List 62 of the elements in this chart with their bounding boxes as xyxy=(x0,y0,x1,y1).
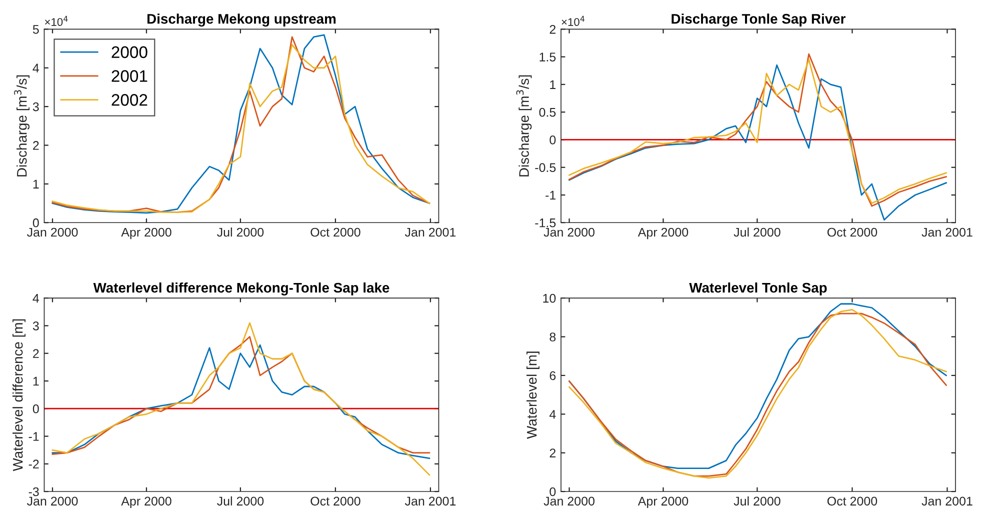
y-tick-label: 0.5 xyxy=(539,108,556,117)
x-tick-label: Jan 2000 xyxy=(544,496,594,506)
y-tick-label: -1 xyxy=(28,432,39,441)
chart-title: Discharge Tonle Sap River xyxy=(672,14,846,27)
x-tick-label: Jan 2001 xyxy=(922,496,972,506)
x-tick-label: Jan 2000 xyxy=(544,228,594,237)
y-tick-label: 6 xyxy=(550,371,556,380)
y-tick-label: -1 xyxy=(546,190,556,200)
x-tick-label: Jul 2000 xyxy=(734,496,780,506)
y-tick-label: 4 xyxy=(549,410,556,419)
y-tick-label: 0 xyxy=(32,404,39,414)
y-tick-label: 3 xyxy=(32,322,39,330)
y-tick-label: 1 xyxy=(550,80,556,89)
x-tick-label: Apr 2000 xyxy=(121,228,172,240)
x-tick-label: Jul 2000 xyxy=(217,227,264,237)
x-tick-label: Jan 2001 xyxy=(404,228,456,237)
x-tick-label: Oct 2000 xyxy=(827,496,878,506)
x-tick-label: Apr 2000 xyxy=(638,228,688,240)
legend-label: 2002 xyxy=(112,94,148,106)
y-tick-label: 3 xyxy=(32,102,39,112)
y-tick-label: 5 xyxy=(32,25,39,34)
text: ×10$^{4}$ xyxy=(562,16,584,26)
y-tick-label: 2 xyxy=(550,24,556,34)
x-tick-label: Oct 2000 xyxy=(310,496,360,506)
y-tick-label: 0 xyxy=(550,487,556,496)
y-axis-title: Discharge [m$^{3}$/s] xyxy=(516,75,532,176)
x-tick-label: Jan 2000 xyxy=(26,496,78,506)
y-tick-label: -2 xyxy=(28,460,39,468)
y-axis-title: Discharge [m$^{3}$/s] xyxy=(14,75,30,176)
y-tick-label: -0.5 xyxy=(535,163,556,172)
y-tick-label: 2 xyxy=(33,141,39,150)
y-tick-label: 0 xyxy=(32,218,39,228)
chart-title: Discharge Mekong upstream xyxy=(147,14,336,27)
y-tick-label: 4 xyxy=(32,64,40,72)
y-tick-label: 2 xyxy=(33,349,39,358)
y-tick-label: -1.5 xyxy=(535,218,556,228)
y-tick-label: 1 xyxy=(33,376,39,386)
x-tick-label: Jul 2000 xyxy=(734,227,780,237)
x-tick-label: Jul 2000 xyxy=(217,496,264,506)
y-tick-label: 4 xyxy=(32,294,40,303)
x-tick-label: Jan 2001 xyxy=(922,228,972,237)
text: ×10$^{4}$ xyxy=(45,16,68,26)
chart-title: Waterlevel difference Mekong-Tonle Sap lake xyxy=(93,282,390,296)
y-tick-label: -3 xyxy=(28,487,39,496)
y-tick-label: 10 xyxy=(543,294,556,303)
y-tick-label: 1.5 xyxy=(540,52,556,62)
y-tick-label: 8 xyxy=(550,332,556,342)
x-tick-label: Oct 2000 xyxy=(827,228,878,237)
y-tick-label: 2 xyxy=(550,448,556,458)
x-tick-label: Apr 2000 xyxy=(121,496,172,508)
chart-title: Waterlevel Tonle Sap xyxy=(689,282,827,296)
legend-label: 2000 xyxy=(112,46,148,58)
y-axis-title: Waterlevel [m] xyxy=(526,352,540,439)
x-tick-label: Oct 2000 xyxy=(310,228,360,237)
x-tick-label: Jan 2001 xyxy=(404,496,456,506)
y-tick-label: 1 xyxy=(33,180,39,188)
x-tick-label: Jan 2000 xyxy=(26,228,78,237)
x-tick-label: Apr 2000 xyxy=(638,496,688,508)
y-axis-title: Waterlevel difference [m] xyxy=(12,319,26,472)
line-series xyxy=(52,322,430,476)
legend-label: 2001 xyxy=(112,70,148,82)
y-tick-label: 0 xyxy=(550,136,556,144)
